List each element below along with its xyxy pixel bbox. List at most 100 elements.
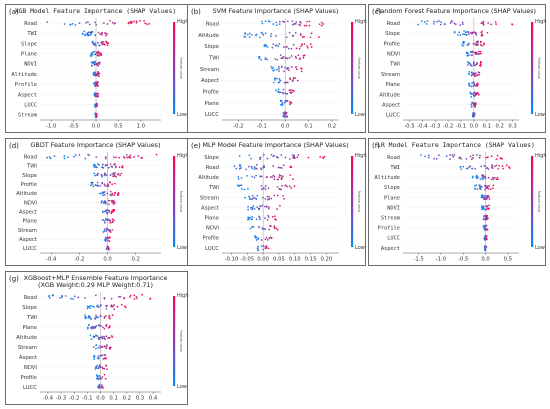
shap-point <box>101 345 104 348</box>
shap-point <box>476 154 478 156</box>
shap-point <box>118 166 121 168</box>
shap-point <box>92 325 94 328</box>
shap-point <box>264 32 267 35</box>
shap-point <box>118 156 120 159</box>
shap-point <box>250 165 253 168</box>
shap-point <box>253 196 256 199</box>
shap-point <box>114 172 116 174</box>
feature-label: Aspect <box>382 103 400 109</box>
feature-label: Altitude <box>11 72 37 78</box>
shap-point <box>110 194 113 197</box>
x-tick-label: 0.3 <box>136 396 144 402</box>
shap-point <box>282 55 285 58</box>
shap-point <box>98 52 101 54</box>
shap-point <box>259 175 262 178</box>
shap-point <box>286 115 289 118</box>
shap-point <box>104 377 107 380</box>
shap-point <box>492 187 494 190</box>
feature-label: TWI <box>390 165 400 171</box>
colorbar-high-label: High <box>355 153 367 159</box>
colorbar-high-label: High <box>177 293 189 299</box>
shap-point <box>104 185 106 187</box>
shap-point <box>137 155 139 157</box>
shap-point <box>478 187 481 189</box>
shap-point <box>105 248 108 250</box>
shap-point <box>500 157 502 160</box>
shap-point <box>264 205 266 208</box>
x-tick-label: 0.5 <box>504 257 512 263</box>
shap-point <box>92 42 94 45</box>
shap-point <box>443 23 446 25</box>
x-tick-label: 0.2 <box>131 257 139 263</box>
colorbar-low-label: Low <box>177 245 187 251</box>
shap-point <box>135 21 138 24</box>
shap-point <box>450 20 453 22</box>
chart-title: MLP Model Feature Importance (SHAP Value… <box>203 141 349 149</box>
shap-point <box>241 188 243 190</box>
colorbar <box>351 156 354 247</box>
shap-point <box>113 194 116 197</box>
shap-point <box>94 325 97 328</box>
shap-point <box>102 211 104 214</box>
shap-point <box>254 167 257 170</box>
shap-point <box>492 176 494 179</box>
shap-point <box>485 156 488 159</box>
shap-point <box>284 66 286 69</box>
shap-point <box>104 156 107 158</box>
shap-point <box>278 20 281 23</box>
shap-point <box>472 81 475 83</box>
shap-point <box>299 33 302 35</box>
shap-point <box>467 42 470 45</box>
shap-point <box>280 188 282 191</box>
shap-point <box>113 308 115 311</box>
shap-point <box>276 228 279 231</box>
shap-point <box>100 325 102 327</box>
shap-point <box>281 104 284 107</box>
shap-point <box>248 154 251 157</box>
shap-point <box>323 155 326 158</box>
shap-point <box>295 47 298 50</box>
x-tick-label: 0.0 <box>92 124 101 130</box>
shap-point <box>264 198 267 200</box>
shap-point <box>475 72 477 74</box>
shap-point <box>115 156 117 159</box>
feature-label: LUCC <box>205 112 219 118</box>
shap-point <box>264 188 267 191</box>
shap-chart-b: (b) SVM Feature Importance (SHAP Values) R… <box>191 7 367 130</box>
shap-point <box>473 84 475 87</box>
shap-point <box>255 174 257 177</box>
shap-point <box>275 227 278 230</box>
shap-point <box>113 304 115 306</box>
feature-label: Plane <box>384 195 400 201</box>
shap-point <box>100 384 103 386</box>
shap-point <box>480 52 482 55</box>
shap-point <box>278 67 280 70</box>
shap-point <box>91 40 94 43</box>
shap-point <box>96 304 99 307</box>
shap-point <box>87 21 89 23</box>
shap-point <box>92 73 95 75</box>
shap-point <box>127 156 130 159</box>
shap-point <box>90 64 93 67</box>
colorbar <box>173 156 176 247</box>
shap-point <box>470 71 473 74</box>
shap-point <box>113 208 116 211</box>
shap-point <box>59 297 61 299</box>
shap-point <box>258 36 261 39</box>
shap-point <box>103 317 106 319</box>
shap-chart-a: (a)XGB Model Feature Importance (SHAP Va… <box>9 7 189 130</box>
shap-point <box>488 195 490 198</box>
shap-point <box>322 23 324 25</box>
shap-point <box>144 22 146 25</box>
shap-point <box>244 32 246 34</box>
shap-point <box>111 165 114 168</box>
shap-point <box>94 105 96 108</box>
shap-point <box>483 227 486 230</box>
shap-point <box>93 43 96 46</box>
shap-point <box>286 20 289 23</box>
shap-point <box>87 316 90 319</box>
shap-point <box>299 57 302 60</box>
shap-point <box>318 23 321 26</box>
shap-point <box>129 156 132 159</box>
shap-point <box>473 64 476 67</box>
